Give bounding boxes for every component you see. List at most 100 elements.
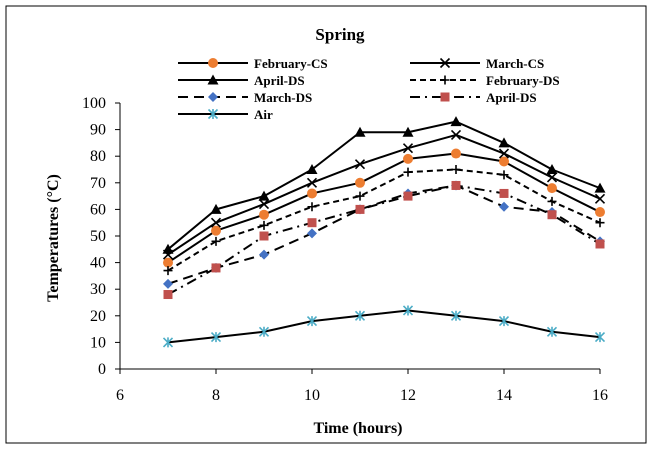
data-point [355,191,365,201]
data-point [163,266,173,276]
legend-item: Air [178,107,273,122]
legend-marker [207,108,219,120]
data-point [355,177,365,188]
legend-marker [440,75,450,85]
y-tick-label: 80 [90,148,106,165]
data-point [594,332,606,343]
data-point [210,217,222,228]
data-point [451,180,461,190]
data-point [306,177,318,188]
legend-item: March-DS [178,90,312,105]
x-tick-label: 12 [400,387,416,404]
legend-item: April-DS [410,90,537,105]
data-point [211,236,221,246]
data-point [451,148,461,159]
data-point [259,231,269,241]
series-line-1 [167,133,601,256]
data-point [307,228,317,239]
data-point [355,204,365,214]
data-point [594,182,606,193]
legend-marker [439,57,451,69]
x-axis-title: Time (hours) [313,420,402,437]
legend-label: April-DS [486,90,537,105]
data-point [546,164,558,174]
data-point [307,218,317,228]
plot-area [115,102,601,374]
legend-item: February-CS [178,56,328,71]
series-line-4 [167,184,601,285]
data-point [498,148,510,159]
legend-label: March-CS [486,56,544,71]
data-point [595,218,605,228]
data-point [211,263,221,273]
y-tick-label: 50 [90,228,106,245]
legend-marker [440,92,450,102]
data-point [258,190,270,201]
legend-label: Air [254,107,273,122]
legend-label: February-DS [486,73,560,88]
data-point [354,126,366,137]
series-line-6 [167,309,601,344]
data-point [450,310,462,321]
data-point [258,326,270,337]
legend-item: April-DS [178,73,305,88]
data-point [451,165,461,174]
legend: February-CS March-CS April-DS February-DS Ma… [178,56,560,122]
data-point [450,129,462,140]
chart-title: Spring [315,25,365,44]
x-tick-label: 10 [304,387,320,404]
data-point [499,156,509,167]
data-point [163,278,173,289]
data-point [403,191,413,201]
series-line-2 [167,120,601,251]
chart-border [5,5,647,444]
data-point [402,305,414,316]
data-point [210,332,222,343]
legend-marker [207,74,219,85]
data-point [163,290,173,300]
series-line-0 [167,152,601,264]
data-point [547,196,557,206]
x-tick-label: 8 [212,387,220,404]
data-point [546,172,558,183]
y-tick-label: 70 [90,175,106,192]
legend-label: March-DS [254,90,312,105]
data-point [259,209,269,220]
data-point [499,201,509,212]
data-point [547,183,557,194]
legend-item: February-DS [410,73,560,88]
data-point [354,310,366,321]
data-point [163,257,173,268]
series-layer [162,116,606,348]
y-tick-label: 60 [90,201,106,218]
y-tick-label: 30 [90,281,106,298]
data-point [403,153,413,164]
y-tick-label: 40 [90,255,106,272]
legend-item: March-CS [410,56,544,71]
data-point [498,137,510,148]
data-point [259,220,269,230]
legend-label: February-CS [254,56,328,71]
data-point [595,207,605,218]
data-point [450,116,462,127]
x-tick-label: 16 [592,387,608,404]
data-point [259,249,269,260]
data-point [306,316,318,327]
x-tick-label: 6 [116,387,124,404]
y-axis-title: Temperatures (°C) [45,174,62,302]
x-tick-label: 14 [496,387,512,404]
y-tick-label: 100 [82,95,106,112]
data-point [595,239,605,249]
data-point [307,188,317,199]
data-point [499,170,509,180]
data-point [499,188,509,198]
data-point [402,126,414,137]
data-point [210,203,222,214]
legend-label: April-DS [254,73,305,88]
data-point [162,337,174,348]
data-point [546,326,558,337]
series-line-3 [167,168,601,272]
legend-marker [208,58,218,68]
y-tick-label: 90 [90,122,106,139]
